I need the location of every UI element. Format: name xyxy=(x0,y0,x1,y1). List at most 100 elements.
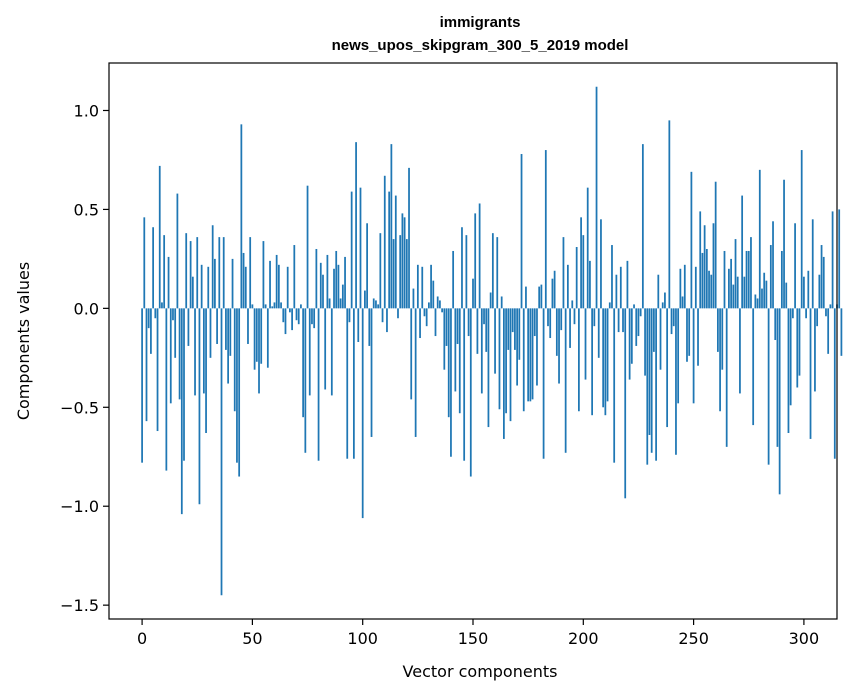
bar xyxy=(463,308,466,461)
bar xyxy=(655,308,657,461)
bar xyxy=(553,270,556,309)
bar xyxy=(494,308,496,374)
bar xyxy=(357,308,360,342)
bar xyxy=(434,308,437,337)
bar xyxy=(405,239,408,309)
bar xyxy=(778,308,781,495)
bar xyxy=(564,308,567,453)
bar xyxy=(216,308,218,344)
bar xyxy=(750,237,752,309)
bar xyxy=(522,308,525,412)
bar xyxy=(741,195,744,309)
bar xyxy=(551,278,554,309)
bar xyxy=(394,195,397,309)
bar xyxy=(628,308,631,380)
bar xyxy=(584,308,587,380)
bar xyxy=(240,124,243,309)
bar xyxy=(615,274,618,309)
bar xyxy=(619,266,622,309)
chart-subtitle: news_upos_skipgram_300_5_2019 model xyxy=(332,37,629,54)
bar xyxy=(253,308,256,370)
bar xyxy=(800,150,803,309)
plot-frame xyxy=(108,62,838,620)
bar xyxy=(805,308,807,319)
bar xyxy=(747,250,750,309)
bar xyxy=(361,308,364,519)
bar xyxy=(591,308,593,416)
bar xyxy=(549,308,552,339)
bar xyxy=(772,221,774,309)
bar xyxy=(304,308,307,453)
bar xyxy=(410,308,413,400)
x-axis-ticks: 0 50 100 150 200 250 300 xyxy=(137,619,819,648)
bar-group xyxy=(141,86,843,596)
bar xyxy=(423,308,426,317)
bar xyxy=(324,308,327,390)
bar xyxy=(302,308,305,418)
bar xyxy=(220,308,223,596)
bar xyxy=(536,308,538,386)
bar xyxy=(734,239,737,309)
bar xyxy=(408,167,410,309)
bar xyxy=(370,308,373,437)
bar xyxy=(637,308,640,337)
bar xyxy=(439,300,441,309)
bar xyxy=(167,256,170,309)
bar xyxy=(705,248,708,309)
bar xyxy=(807,270,810,309)
bar xyxy=(825,308,827,317)
bar xyxy=(443,308,446,370)
bar xyxy=(401,213,404,309)
bar xyxy=(403,217,406,309)
bar xyxy=(562,237,565,309)
bar xyxy=(187,308,190,346)
bar xyxy=(580,217,582,309)
bar xyxy=(308,308,311,396)
bar xyxy=(368,308,371,346)
bar xyxy=(152,227,154,309)
x-tick-label: 150 xyxy=(458,629,489,648)
bar xyxy=(348,308,351,323)
bar xyxy=(582,235,585,309)
bar xyxy=(346,308,349,459)
bar xyxy=(211,225,214,309)
bar xyxy=(646,308,649,465)
bar xyxy=(675,308,677,455)
bar xyxy=(317,308,320,461)
bar xyxy=(291,308,293,331)
bar xyxy=(606,308,609,402)
bar xyxy=(608,302,611,309)
bar xyxy=(441,308,443,313)
y-tick-label: −0.5 xyxy=(60,398,99,417)
bar xyxy=(763,272,766,309)
bar xyxy=(758,169,761,309)
bar xyxy=(767,308,770,465)
bar xyxy=(725,308,728,447)
bar xyxy=(692,308,695,404)
bar xyxy=(769,245,772,309)
bar xyxy=(783,179,785,309)
bar xyxy=(699,211,702,309)
bar xyxy=(379,233,382,309)
bar xyxy=(469,308,472,477)
y-axis-label: Components values xyxy=(14,262,33,420)
bar xyxy=(547,308,549,327)
bar xyxy=(820,245,823,309)
bar xyxy=(542,308,545,459)
bar xyxy=(430,264,432,309)
bar xyxy=(661,302,664,309)
bar xyxy=(520,154,523,309)
bar xyxy=(754,294,757,309)
bar xyxy=(544,150,547,309)
bar xyxy=(670,308,673,335)
bar xyxy=(489,292,492,309)
bar xyxy=(326,254,329,309)
bar xyxy=(163,235,166,309)
bar xyxy=(196,237,199,309)
bar xyxy=(207,266,210,309)
bar xyxy=(796,308,799,388)
bar xyxy=(355,142,357,309)
bar xyxy=(229,308,232,356)
bar xyxy=(381,308,384,323)
